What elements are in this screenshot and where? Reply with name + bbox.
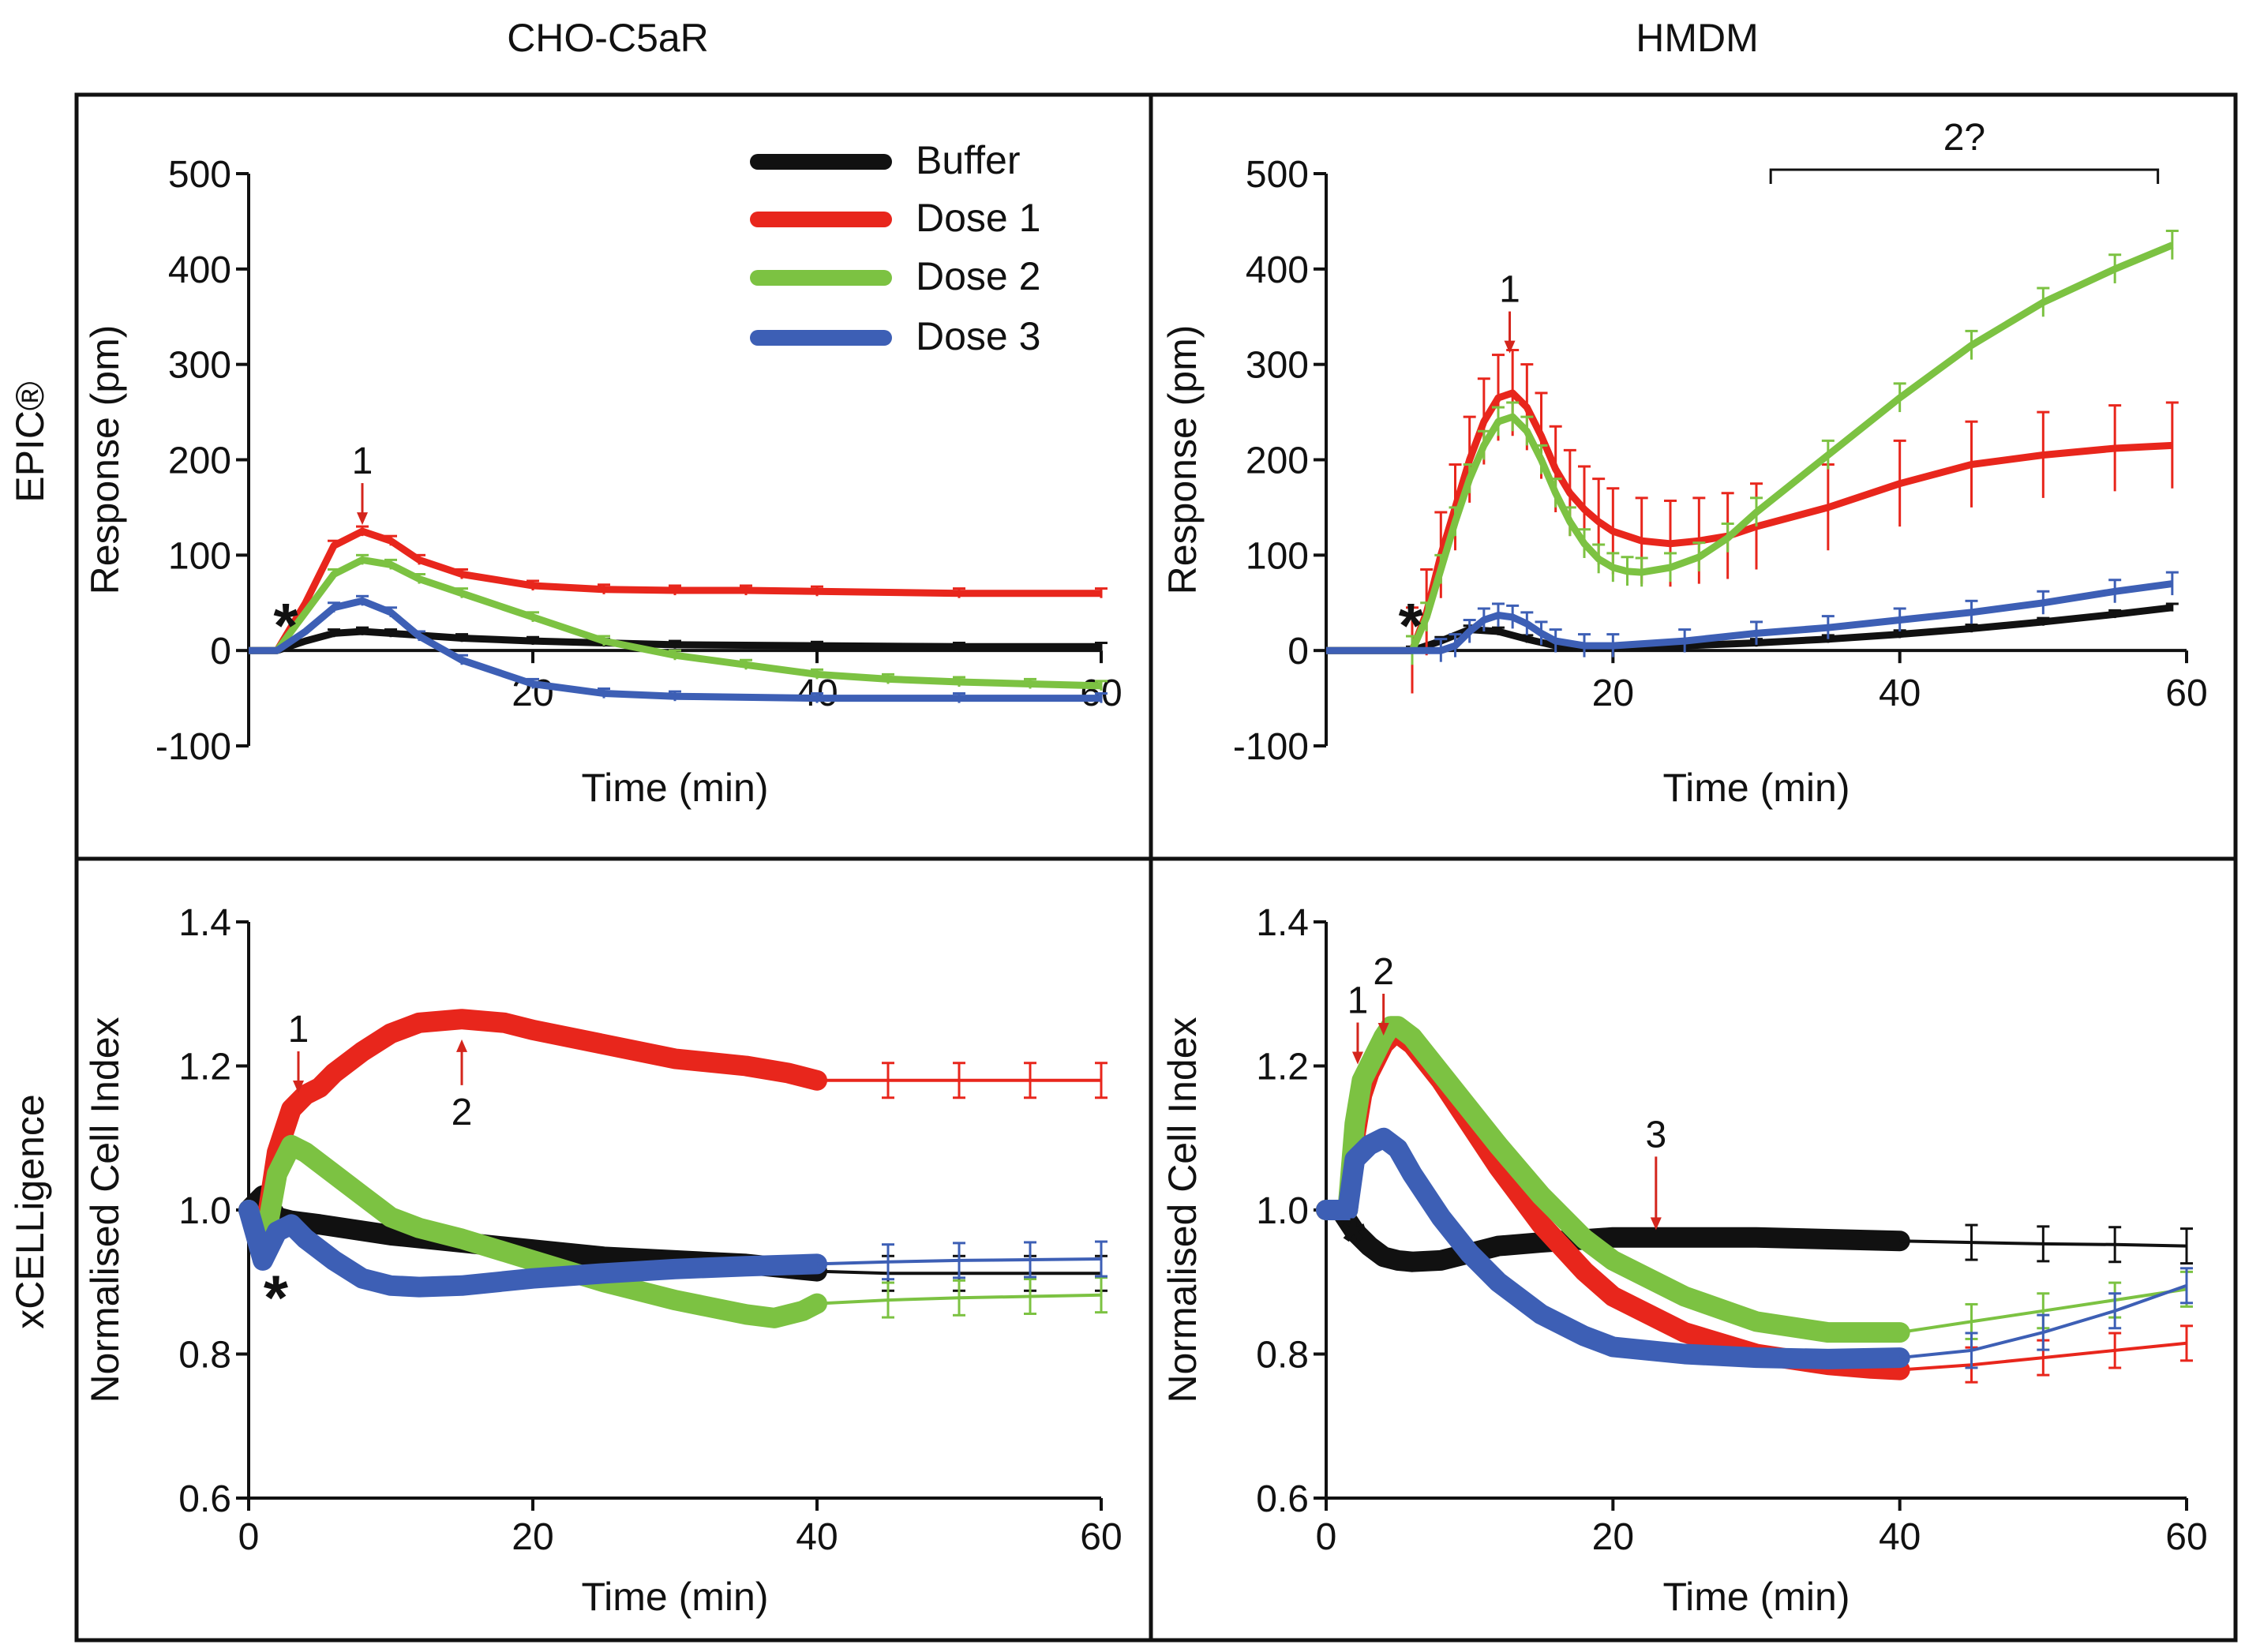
x-axis-label: Time (min): [1662, 766, 1850, 810]
series-band-dose-1: [238, 1009, 827, 1257]
series-band-dose-2: [1316, 1016, 1910, 1343]
series-band-dose-3: [238, 1200, 827, 1298]
x-tick-label: 20: [512, 1516, 553, 1558]
x-tick-label: 20: [1592, 1516, 1634, 1558]
legend-label-dose-2: Dose 2: [916, 254, 1040, 298]
y-tick-label: 300: [168, 345, 231, 387]
stimulus-marker-star: *: [264, 1263, 289, 1333]
series-band-dose-3: [1316, 1127, 1910, 1369]
series-band-dose-2: [238, 1134, 827, 1328]
annotation-label: 2: [1373, 951, 1394, 993]
y-tick-label: 500: [1246, 154, 1309, 196]
annotation-label: 2: [452, 1092, 473, 1133]
y-tick-label: -100: [1233, 726, 1309, 768]
plot-xcell-hmdm: 0.6 0.8 1.0 1.2 1.4 0 20 40 60 Time (min) Normalis…: [1160, 902, 2208, 1619]
y-tick-label: 400: [1246, 249, 1309, 291]
x-axis-label: Time (min): [1662, 1575, 1850, 1619]
series-line-dose-2: [1326, 242, 2174, 654]
x-tick-label: 60: [2165, 1516, 2207, 1558]
y-tick-label: 1.0: [1256, 1190, 1309, 1232]
plot-epic-hmdm: -100 0 100 200 300 400 500 20 40 60 Time (min) Resp…: [1160, 117, 2208, 810]
y-axis-label: Response (pm): [83, 325, 127, 595]
row-title-epic: EPIC®: [8, 381, 52, 503]
x-tick-label: 0: [1316, 1516, 1337, 1558]
y-tick-label: 1.4: [178, 902, 231, 944]
y-tick-label: 1.2: [1256, 1047, 1309, 1088]
stimulus-marker-star: *: [273, 590, 298, 661]
series-line-dose-3: [249, 597, 1101, 702]
series-line-dose-2: [249, 556, 1102, 690]
y-tick-label: 1.2: [178, 1047, 231, 1088]
stimulus-marker-star: *: [1399, 590, 1424, 661]
y-tick-label: 0: [210, 631, 231, 672]
x-tick-label: 20: [1592, 672, 1634, 714]
stimulus-marker-star: *: [1341, 1205, 1366, 1276]
y-tick-label: 0.8: [178, 1335, 231, 1377]
x-tick-label: 40: [1879, 1516, 1921, 1558]
y-tick-label: 0.6: [1256, 1478, 1309, 1520]
y-axis-label: Response (pm): [1160, 325, 1205, 595]
series-band-buffer: [1316, 1200, 1910, 1272]
x-tick-label: 60: [1080, 1516, 1122, 1558]
y-tick-label: 400: [168, 249, 231, 291]
annotation-arrow-head: [357, 512, 368, 526]
annotation-bracket: [1769, 168, 2160, 184]
annotation-arrow-head: [456, 1039, 467, 1052]
y-axis-label: Normalised Cell Index: [1160, 1017, 1205, 1403]
y-tick-label: 300: [1246, 345, 1309, 387]
x-tick-label: 0: [238, 1516, 260, 1558]
y-tick-label: 200: [168, 440, 231, 482]
plot-xcell-cho: 0.6 0.8 1.0 1.2 1.4 0 20 40 60 Time (min) Normalis…: [83, 902, 1122, 1619]
x-tick-label: 60: [2165, 672, 2207, 714]
annotation-arrow-head: [1377, 1023, 1389, 1036]
y-axis-label: Normalised Cell Index: [83, 1017, 127, 1403]
annotation-label: 2?: [1943, 117, 1985, 159]
annotation-arrow-head: [1351, 1051, 1363, 1065]
y-tick-label: 0: [1287, 631, 1309, 672]
x-axis-label: Time (min): [581, 1575, 768, 1619]
annotation-label: 1: [1499, 269, 1520, 311]
x-tick-label: 40: [1879, 672, 1921, 714]
column-title-hmdm: HMDM: [1636, 16, 1759, 60]
annotation-label: 3: [1645, 1114, 1666, 1156]
panel-frame: [74, 92, 2238, 1643]
series-band-dose-1: [1316, 1023, 1910, 1380]
y-tick-label: 100: [1246, 535, 1309, 577]
y-tick-label: 0.8: [1256, 1335, 1309, 1377]
legend-label-dose-1: Dose 1: [916, 196, 1040, 240]
legend-label-buffer: Buffer: [916, 138, 1021, 182]
y-tick-label: -100: [156, 726, 231, 768]
x-axis-label: Time (min): [581, 766, 768, 810]
y-tick-label: 0.6: [178, 1478, 231, 1520]
annotation-arrow-head: [1504, 340, 1516, 354]
series-line-dose-3: [1326, 580, 2173, 654]
legend: Buffer Dose 1 Dose 2 Dose 3: [750, 138, 1040, 358]
legend-label-dose-3: Dose 3: [916, 314, 1040, 358]
annotation-label: 1: [288, 1009, 309, 1051]
annotation-label: 1: [1347, 980, 1369, 1022]
annotation-arrow-head: [293, 1081, 304, 1093]
y-tick-label: 1.0: [178, 1190, 231, 1232]
annotation-label: 1: [352, 440, 373, 482]
x-tick-label: 40: [796, 1516, 838, 1558]
column-title-cho: CHO-C5aR: [507, 16, 709, 60]
annotation-arrow-head: [1650, 1217, 1662, 1231]
y-tick-label: 1.4: [1256, 902, 1309, 944]
row-title-xcelligence: xCELLigence: [8, 1094, 52, 1328]
y-tick-label: 100: [168, 535, 231, 577]
y-tick-label: 500: [168, 154, 231, 196]
y-tick-label: 200: [1246, 440, 1309, 482]
